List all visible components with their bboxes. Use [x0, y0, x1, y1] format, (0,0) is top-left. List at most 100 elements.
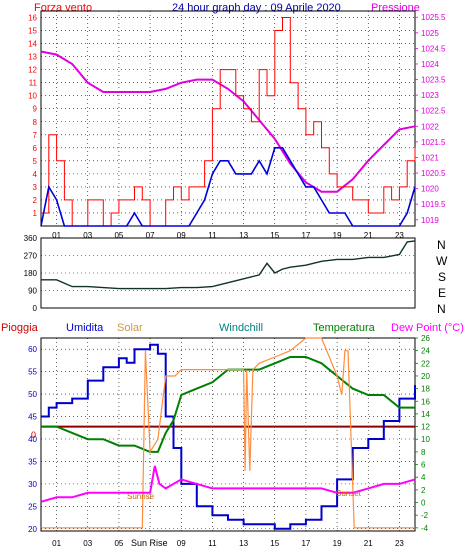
temperature-tick-label: 24	[421, 347, 430, 356]
humidity-tick-label: 25	[28, 502, 37, 511]
wind-hour-tick-label: 19	[333, 231, 342, 240]
compass-n-bottom: N	[437, 302, 446, 316]
climate-hour-tick-label: 09	[177, 539, 186, 548]
wind-tick-label: 11	[29, 79, 38, 88]
temperature-tick-label: 26	[421, 334, 430, 343]
wind-tick-label: 6	[33, 144, 38, 153]
pressure-tick-label: 1024.5	[421, 44, 446, 53]
humidity-tick-label: 50	[28, 390, 37, 399]
wind-hour-tick-label: 21	[364, 231, 373, 240]
solar-series-line	[41, 337, 415, 529]
humidity-tick-label: 30	[28, 480, 37, 489]
pressure-tick-label: 1024	[421, 60, 439, 69]
climate-panel-frame	[40, 337, 416, 532]
direction-tick-label: 270	[24, 252, 38, 261]
temperature-tick-label: 2	[421, 486, 426, 495]
pressure-tick-label: 1019.5	[421, 200, 446, 209]
legend-solar: Solar	[117, 322, 143, 334]
temperature-tick-label: 12	[421, 423, 430, 432]
temperature-tick-label: 14	[421, 410, 430, 419]
direction-tick-label: 90	[28, 287, 37, 296]
temperature-tick-label: 16	[421, 397, 430, 406]
pressure-tick-label: 1025.5	[421, 13, 446, 22]
humidity-tick-label: 45	[28, 413, 37, 422]
climate-hour-tick-label: 11	[208, 539, 217, 548]
compass-w: W	[436, 254, 448, 268]
temperature-tick-label: 10	[421, 435, 430, 444]
annotation-sunrise-axis: Sun Rise	[131, 538, 168, 548]
pressure-series-line	[40, 50, 416, 193]
wind-axis-label: Forza vento	[34, 2, 92, 14]
wind-tick-label: 16	[28, 14, 37, 23]
climate-hour-tick-label: 23	[395, 539, 404, 548]
direction-series-line	[41, 240, 416, 290]
legend-temperatura: Temperatura	[313, 322, 376, 334]
climate-hour-tick-label: 01	[52, 539, 61, 548]
wind-tick-label: 8	[33, 118, 38, 127]
wind-hour-tick-label: 01	[52, 231, 61, 240]
wind-tick-label: 13	[28, 53, 37, 62]
wind-tick-label: 2	[33, 196, 38, 205]
climate-hour-tick-label: 21	[364, 539, 373, 548]
wind-hour-tick-label: 13	[239, 231, 248, 240]
climate-hour-tick-label: 15	[270, 539, 279, 548]
pressure-tick-label: 1023	[421, 91, 439, 100]
pressure-tick-label: 1022	[421, 122, 439, 131]
wind-hour-tick-label: 17	[301, 231, 310, 240]
wind-tick-label: 14	[28, 40, 37, 49]
pressure-axis-label: Pressione	[371, 2, 420, 14]
humidity-tick-label: 40	[28, 435, 37, 444]
climate-hour-tick-label: 03	[83, 539, 92, 548]
temperature-tick-label: 20	[421, 372, 430, 381]
direction-tick-label: 360	[24, 234, 38, 243]
rain-zero-label: 0	[31, 430, 36, 440]
wind_avg-series-line	[40, 147, 416, 227]
wind-tick-label: 1	[33, 209, 38, 218]
pressure-tick-label: 1025	[421, 29, 439, 38]
climate-hour-tick-label: 05	[114, 539, 123, 548]
annotation-sunset: Sunset	[336, 489, 362, 498]
temperature-tick-label: 0	[421, 499, 426, 508]
dewpoint-series-line	[40, 465, 416, 503]
climate-hour-tick-label: 17	[301, 539, 310, 548]
wind-panel-frame	[40, 10, 416, 227]
humidity-series-line	[41, 343, 416, 530]
chart-title: 24 hour graph day : 09 Aprile 2020	[172, 2, 341, 14]
legend-windchill: Windchill	[219, 322, 263, 334]
pressure-tick-label: 1021.5	[421, 138, 446, 147]
pressure-tick-label: 1019	[421, 216, 439, 225]
pressure-tick-label: 1022.5	[421, 107, 446, 116]
wind-tick-label: 15	[28, 27, 37, 36]
wind-tick-label: 12	[28, 66, 37, 75]
wind-hour-tick-label: 11	[208, 231, 217, 240]
legend-dewpoint: Dew Point (°C)	[391, 322, 464, 334]
legend-umidita: Umidita	[66, 322, 104, 334]
wind-hour-tick-label: 03	[83, 231, 92, 240]
direction-tick-label: 180	[24, 269, 38, 278]
legend-pioggia: Pioggia	[1, 322, 39, 334]
wind-tick-label: 4	[33, 170, 38, 179]
pressure-tick-label: 1021	[421, 153, 439, 162]
compass-s: S	[438, 270, 446, 284]
compass-e: E	[438, 286, 446, 300]
temperature-tick-label: 8	[421, 448, 426, 457]
wind-tick-label: 3	[33, 183, 38, 192]
temperature-tick-label: 6	[421, 461, 426, 470]
direction-tick-label: 0	[33, 304, 38, 313]
humidity-tick-label: 35	[28, 457, 37, 466]
temperature-tick-label: -4	[421, 524, 429, 533]
humidity-tick-label: 60	[28, 345, 37, 354]
wind-hour-tick-label: 07	[146, 231, 155, 240]
pressure-tick-label: 1023.5	[421, 76, 446, 85]
humidity-tick-label: 55	[28, 368, 37, 377]
wind-tick-label: 5	[33, 157, 38, 166]
annotation-sunrise: Sunrise	[127, 492, 155, 501]
wind-tick-label: 9	[33, 105, 38, 114]
wind-hour-tick-label: 23	[395, 231, 404, 240]
wind-tick-label: 7	[33, 131, 38, 140]
temperature-tick-label: 18	[421, 385, 430, 394]
humidity-tick-label: 20	[28, 525, 37, 534]
wind-tick-label: 10	[28, 92, 37, 101]
pressure-tick-label: 1020.5	[421, 169, 446, 178]
